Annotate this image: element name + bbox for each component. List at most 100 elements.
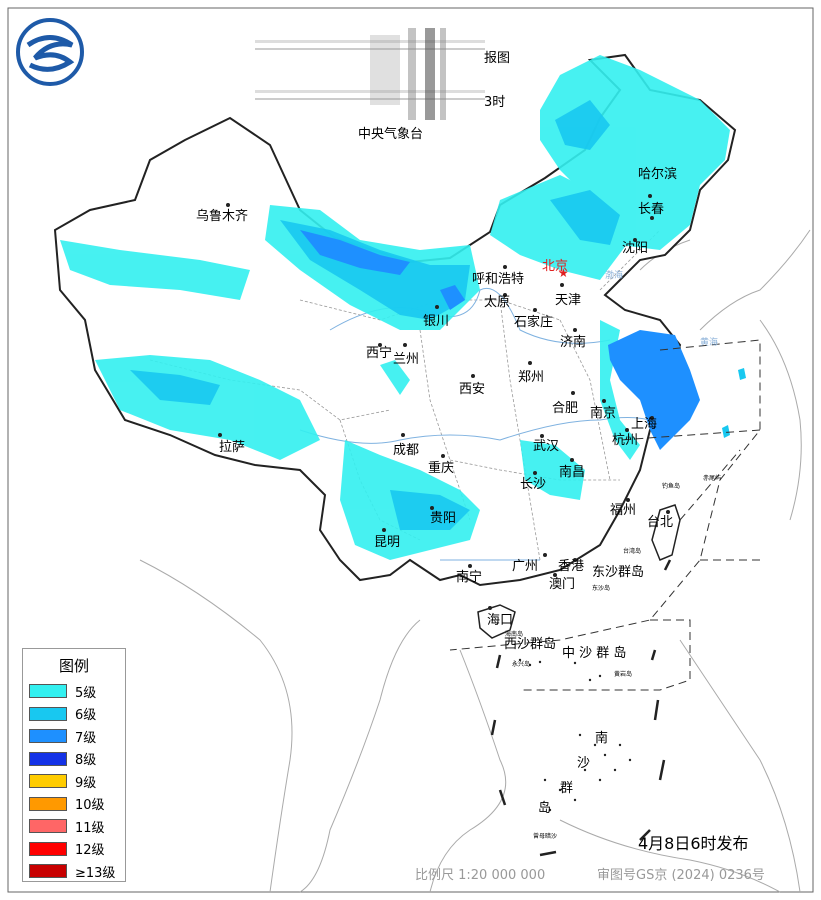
city-label: 南宁 (456, 569, 482, 585)
city-label: 银川 (423, 314, 449, 329)
city-markers (218, 194, 670, 610)
legend-item: ≥13级 (23, 860, 125, 883)
island-label: 黄岩岛 (614, 670, 632, 678)
city-label: 哈尔滨 (638, 166, 677, 182)
city-label-beijing: 北京 (542, 259, 568, 274)
coastal-wind-patches (722, 368, 746, 438)
legend-title: 图例 (58, 657, 89, 675)
city-label: 济南 (560, 334, 586, 350)
island-label: 永兴岛 (512, 660, 530, 668)
city-label: 石家庄 (514, 314, 553, 330)
legend-swatch (29, 684, 67, 699)
island-label: 岛 (538, 800, 551, 816)
city-label: 郑州 (518, 370, 544, 385)
city-label: 台北 (647, 515, 673, 530)
island-label: 赤尾屿 (703, 474, 721, 482)
city-label: 拉萨 (219, 440, 245, 455)
island-label: 海南岛 (505, 630, 523, 638)
neighbor-coastlines (139, 229, 811, 893)
legend-item: 9级 (23, 770, 125, 793)
legend-item: 5级 (23, 680, 125, 703)
legend-item: 6级 (23, 703, 125, 726)
legend-swatch (29, 706, 67, 721)
city-label: 呼和浩特 (472, 272, 524, 287)
legend-item: 12级 (23, 838, 125, 861)
wind-level-7-areas (300, 230, 700, 450)
city-label: 兰州 (393, 352, 419, 367)
island-label: 台湾岛 (623, 547, 641, 555)
legend-swatch (29, 796, 67, 811)
legend-label: 6级 (75, 708, 97, 724)
agency-name: 中央气象台 (358, 126, 423, 142)
city-label: 太原 (484, 295, 510, 310)
island-label: 南 (595, 730, 608, 746)
city-label: 长沙 (520, 477, 546, 492)
city-label: 昆明 (374, 535, 400, 550)
city-label: 福州 (610, 503, 636, 518)
legend-item: 11级 (23, 815, 125, 838)
island-label: 东沙岛 (592, 584, 610, 592)
legend-label: 10级 (75, 798, 105, 814)
cma-logo (16, 18, 84, 86)
island-label: 群 (560, 781, 573, 796)
legend-rows: 5级 6级 7级 8级 9级 10级 11级 12级 ≥13级 (23, 680, 125, 883)
island-label: 沙 (577, 756, 590, 771)
capital-star: ★ (558, 266, 569, 280)
title-streak-artifact (255, 28, 485, 120)
legend-swatch (29, 751, 67, 766)
legend-label: 8级 (75, 753, 97, 769)
city-label: 合肥 (552, 401, 578, 416)
city-label: 成都 (393, 443, 419, 458)
hainan-island (477, 604, 516, 639)
south-sea-islands (518, 658, 632, 812)
legend-label: 7级 (75, 730, 97, 746)
island-label: 中 沙 群 岛 (562, 645, 626, 661)
city-label: 西安 (459, 382, 485, 397)
taiwan-island (651, 504, 681, 561)
city-label: 香港 (558, 559, 584, 574)
city-labels: 乌鲁木齐 哈尔滨 长春 沈阳 北京 呼和浩特 天津 太原 石家庄 银川 济南 西… (196, 166, 677, 628)
legend-swatch (29, 841, 67, 856)
island-label: 钓鱼岛 (662, 482, 680, 490)
title-fragment: 报图 (484, 51, 510, 66)
nine-dash-line (490, 559, 672, 857)
city-label: 上海 (631, 417, 657, 432)
sea-label-bohai: 渤海 (605, 269, 623, 281)
city-label: 南京 (590, 405, 616, 421)
legend: 图例 5级 6级 7级 8级 9级 10级 11级 12级 ≥13级 (22, 648, 126, 882)
legend-label: ≥13级 (75, 865, 116, 881)
city-label: 杭州 (612, 433, 638, 448)
city-label: 广州 (512, 559, 538, 574)
city-label: 长春 (638, 202, 664, 217)
legend-label: 9级 (75, 775, 97, 791)
island-label: 曾母暗沙 (533, 832, 557, 840)
city-label: 南昌 (559, 464, 585, 480)
city-label: 贵阳 (430, 511, 456, 526)
approval-number: 审图号GS京 (2024) 0236号 (597, 868, 765, 883)
city-label: 武汉 (533, 439, 559, 454)
city-label: 海口 (487, 613, 513, 628)
scale-text: 比例尺 1:20 000 000 (415, 868, 546, 883)
island-labels: 东沙群岛 西沙群岛 中 沙 群 岛 南 沙 群 岛 海南岛 钓鱼岛 赤尾屿 台湾… (504, 474, 721, 840)
legend-item: 7级 (23, 725, 125, 748)
legend-label: 5级 (75, 685, 97, 701)
legend-swatch (29, 774, 67, 789)
city-label: 澳门 (549, 576, 575, 592)
issue-time: 4月8日6时发布 (638, 834, 749, 853)
time-fragment: 3时 (484, 95, 505, 110)
legend-item: 8级 (23, 748, 125, 771)
legend-label: 12级 (75, 843, 105, 859)
legend-label: 11级 (75, 820, 105, 836)
legend-item: 10级 (23, 793, 125, 816)
city-label: 沈阳 (622, 241, 648, 256)
city-label: 西宁 (366, 345, 392, 361)
map-frame (7, 7, 814, 893)
legend-swatch (29, 864, 67, 879)
legend-swatch (29, 819, 67, 834)
maritime-boundaries (449, 339, 761, 691)
island-label: 西沙群岛 (504, 636, 556, 652)
city-label: 乌鲁木齐 (196, 208, 248, 224)
island-label: 东沙群岛 (592, 564, 644, 580)
sea-label-yellow-sea: 黄海 (700, 336, 718, 348)
